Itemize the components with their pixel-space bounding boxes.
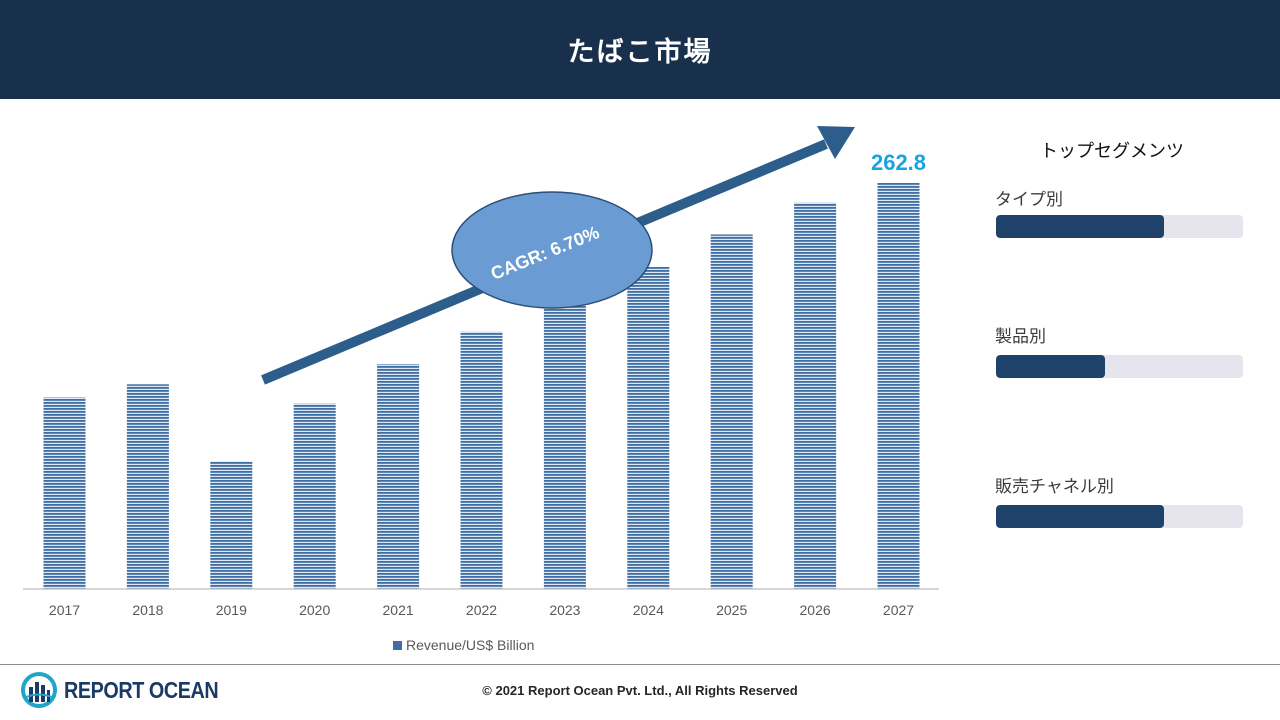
header-bar: たばこ市場 xyxy=(0,0,1280,99)
copyright-text: © 2021 Report Ocean Pvt. Ltd., All Right… xyxy=(482,683,798,698)
data-label-2027: 262.8 xyxy=(871,150,926,175)
globe-logo-icon xyxy=(21,672,57,708)
revenue-chart: 2017 2018 2019 2020 2021 2022 2023 2024 2025 2026… xyxy=(23,126,939,618)
legend-label: Revenue/US$ Billion xyxy=(406,637,535,653)
bar-2022 xyxy=(460,331,503,589)
segment-bar-fill xyxy=(996,505,1164,528)
bar-2021 xyxy=(377,364,420,589)
bar-2017 xyxy=(43,397,86,589)
segment-bar-type xyxy=(996,215,1243,238)
segment-label-type: タイプ別 xyxy=(995,190,1063,210)
bar-2024 xyxy=(627,266,670,589)
cagr-arrow-head xyxy=(817,126,855,159)
segment-bar-fill xyxy=(996,355,1105,378)
segment-bar-product xyxy=(996,355,1243,378)
x-tick-label: 2023 xyxy=(549,602,580,618)
chart-legend: Revenue/US$ Billion xyxy=(393,637,534,653)
segment-label-product: 製品別 xyxy=(995,327,1046,347)
bar-2019 xyxy=(210,461,253,589)
brand-name: REPORT OCEAN xyxy=(64,676,219,703)
segment-label-channel: 販売チャネル別 xyxy=(995,477,1114,497)
x-tick-label: 2022 xyxy=(466,602,497,618)
x-tick-label: 2027 xyxy=(883,602,914,618)
report-ocean-logo: REPORT OCEAN xyxy=(20,671,243,709)
bar-2026 xyxy=(794,202,837,590)
x-tick-label: 2024 xyxy=(633,602,664,618)
x-tick-label: 2018 xyxy=(132,602,163,618)
x-tick-label: 2017 xyxy=(49,602,80,618)
bar-2027 xyxy=(877,183,920,589)
legend-swatch xyxy=(393,640,402,650)
x-tick-label: 2025 xyxy=(716,602,747,618)
x-tick-label: 2019 xyxy=(216,602,247,618)
page-title: たばこ市場 xyxy=(567,37,713,68)
bar-2025 xyxy=(710,234,753,590)
bar-2020 xyxy=(293,403,336,589)
segments-title: トップセグメンツ xyxy=(1040,141,1184,162)
x-tick-label: 2026 xyxy=(800,602,831,618)
segment-bar-fill xyxy=(996,215,1164,238)
x-tick-label: 2020 xyxy=(299,602,330,618)
bar-2018 xyxy=(126,384,169,589)
footer-divider xyxy=(0,664,1280,665)
bar-2023 xyxy=(543,299,586,589)
x-tick-label: 2021 xyxy=(383,602,414,618)
segment-bar-channel xyxy=(996,505,1243,528)
cagr-ellipse xyxy=(451,191,653,309)
